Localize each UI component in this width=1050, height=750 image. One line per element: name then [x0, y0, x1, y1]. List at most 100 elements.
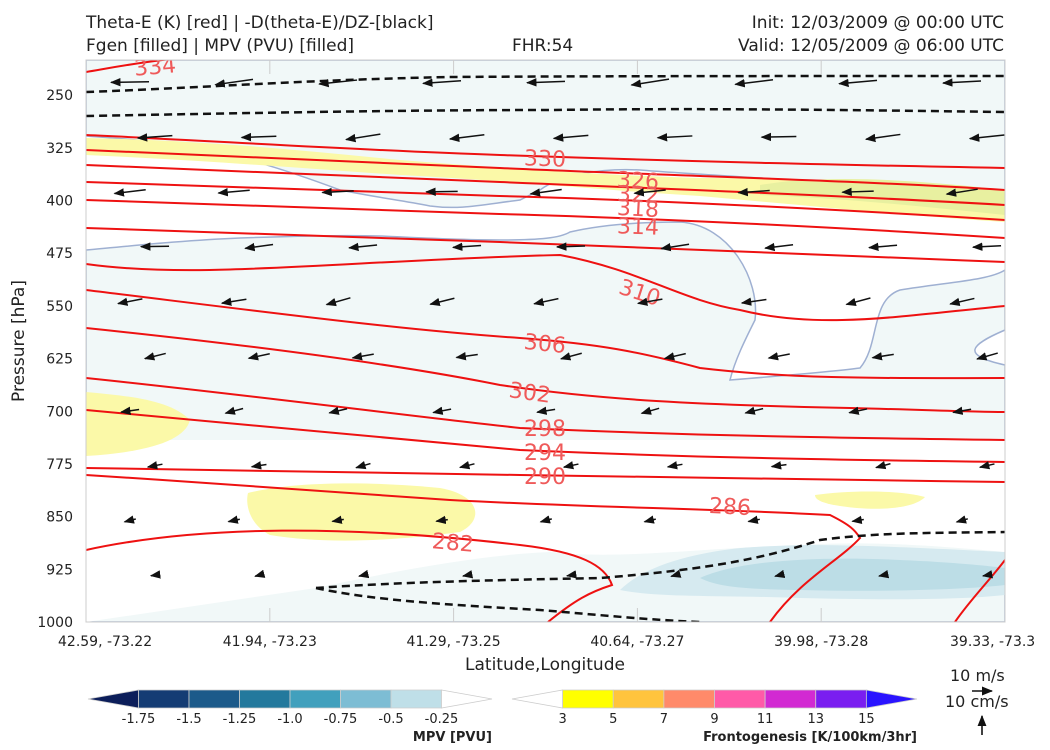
wind-vector: [123, 515, 136, 524]
y-tick-label: 1000: [37, 615, 73, 631]
wind-vector: [536, 406, 556, 415]
wind-vector: [552, 133, 589, 142]
wind-vector: [752, 630, 757, 631]
wind-vector: [955, 515, 969, 524]
colorbar-swatch: [87, 689, 139, 709]
wind-vector: [328, 406, 348, 415]
wind-vector: [960, 629, 965, 630]
theta-e-label-group: 318: [616, 196, 659, 223]
colorbar-swatch: [441, 689, 493, 709]
wind-vector: [734, 78, 774, 88]
wind-vector: [770, 461, 787, 470]
wind-vector: [336, 629, 341, 630]
wind-vector: [355, 461, 371, 470]
wind-vector: [247, 352, 270, 361]
y-tick-label: 325: [46, 141, 73, 157]
forecast-hour-label: FHR:54: [512, 36, 574, 56]
theta-e-label: 302: [507, 378, 552, 409]
wind-vector: [968, 133, 1005, 142]
y-axis-label: Pressure [hPa]: [9, 280, 29, 402]
wind-vector: [149, 570, 161, 579]
wind-vector: [656, 133, 693, 142]
wind-vector: [760, 132, 797, 142]
wind-vector: [422, 78, 462, 87]
theta-e-label-group: 294: [524, 441, 566, 466]
wind-vector: [559, 352, 582, 361]
wind-vector: [440, 629, 445, 630]
colorbar-tick-label: -1.75: [122, 712, 156, 727]
x-tick-label: 42.59, -73.22: [58, 634, 152, 650]
wind-vector: [533, 297, 559, 306]
colorbar-swatch: [562, 689, 614, 709]
theta-e-label: 330: [524, 146, 567, 172]
theta-e-label-group: 330: [524, 146, 567, 172]
x-axis-ticks: 42.59, -73.22 41.94, -73.23 41.29, -73.25 4…: [58, 60, 1035, 650]
wind-vector: [529, 188, 562, 197]
colorbar-swatch: [390, 689, 442, 709]
y-tick-label: 775: [46, 457, 73, 473]
wind-vector: [214, 78, 254, 88]
stability-contour-lower: [315, 530, 1005, 590]
colorbar-tick-label: 15: [858, 712, 875, 727]
colorbar-tick-label: -0.75: [324, 712, 358, 727]
y-tick-label: 550: [46, 299, 73, 315]
wind-vector: [224, 406, 244, 415]
wind-vector: [971, 242, 1002, 251]
theta-e-contours: [86, 60, 1005, 622]
y-tick-label: 475: [46, 246, 73, 262]
y-tick-label: 625: [46, 352, 73, 368]
wind-vector: [244, 242, 274, 252]
wind-vector: [227, 515, 240, 524]
theta-e-label: 294: [524, 441, 566, 466]
fgen-fill-left: [86, 392, 190, 456]
theta-e-label-group: 334: [133, 60, 177, 82]
wind-vector: [250, 461, 267, 470]
colorbar-tick-label: 7: [660, 712, 668, 727]
wind-vector: [451, 242, 482, 251]
wind-vector: [232, 630, 237, 631]
colorbar-swatch: [138, 689, 190, 709]
wind-vector: [321, 187, 354, 197]
colorbar-swatch: [865, 689, 918, 709]
y-tick-label: 400: [46, 194, 73, 210]
theta-e-326: [86, 149, 1005, 191]
wind-vector: [648, 630, 653, 631]
colorbar-tick-label: 13: [807, 712, 824, 727]
wind-vector: [565, 570, 577, 579]
wind-vector: [744, 406, 764, 415]
wind-vector: [525, 78, 566, 87]
theta-e-330: [86, 134, 1005, 169]
valid-time-label: Valid: 12/05/2009 @ 06:00 UTC: [738, 36, 1004, 56]
colorbar-tick-label: -1.0: [277, 712, 302, 727]
theta-e-label: 286: [708, 494, 751, 521]
wind-vector: [978, 461, 995, 470]
wind-vector: [136, 133, 173, 142]
theta-e-label-group: 290: [524, 465, 566, 490]
wind-vector: [113, 188, 146, 197]
plot-frame: [85, 59, 1006, 623]
wind-vector: [544, 629, 549, 630]
wind-vector: [636, 297, 663, 306]
theta-e-label-group: 282: [431, 529, 475, 558]
init-time-label: Init: 12/03/2009 @ 00:00 UTC: [751, 13, 1004, 33]
theta-e-282b: [954, 559, 1005, 622]
colorbar-swatch: [188, 689, 240, 709]
theta-e-label: 318: [616, 196, 659, 223]
wind-vector: [942, 78, 982, 87]
wind-reference-horizontal: 10 m/s: [950, 666, 1005, 685]
colorbar-tick-label: 9: [710, 712, 718, 727]
wind-vector: [331, 515, 344, 524]
theta-e-306: [86, 289, 1005, 380]
theta-e-298: [86, 377, 1005, 441]
wind-vector: [945, 188, 978, 197]
colorbar-swatch: [340, 689, 392, 709]
mpv-colorbar: -1.75 -1.5 -1.25 -1.0 -0.75 -0.5 -0.25: [87, 689, 493, 727]
stability-contours: [86, 74, 1005, 622]
colorbar-tick-label: -1.5: [176, 712, 201, 727]
theta-e-286: [86, 474, 862, 622]
colorbar-swatch: [511, 689, 564, 709]
theta-e-label: 314: [617, 214, 660, 240]
theta-e-label-group: 298: [524, 417, 566, 442]
wind-vector: [435, 515, 448, 525]
wind-vector: [643, 515, 656, 524]
